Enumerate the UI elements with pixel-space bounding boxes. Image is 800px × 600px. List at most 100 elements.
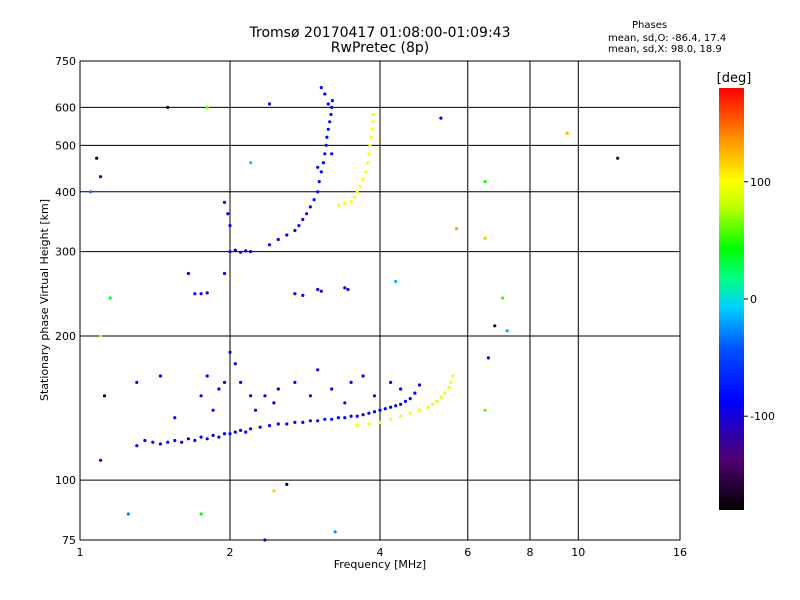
data-point xyxy=(228,432,232,436)
data-point xyxy=(371,120,375,124)
data-point xyxy=(349,414,353,418)
data-point xyxy=(364,170,368,174)
data-point xyxy=(228,250,232,254)
data-point xyxy=(233,248,237,252)
x-tick-label: 4 xyxy=(377,546,384,559)
x-tick-label: 2 xyxy=(227,546,234,559)
data-point xyxy=(317,180,321,184)
data-point xyxy=(355,414,359,418)
data-point xyxy=(244,430,248,434)
data-point xyxy=(370,127,374,131)
data-point xyxy=(394,279,398,283)
data-point xyxy=(435,399,439,403)
phases-o-mode-stats: mean, sd,O: -86.4, 17.4 xyxy=(608,33,727,44)
data-point xyxy=(267,102,272,106)
x-tick-label: 8 xyxy=(527,546,534,559)
data-point xyxy=(199,435,203,439)
data-point xyxy=(308,205,312,209)
data-point xyxy=(205,105,209,109)
data-point xyxy=(305,212,309,216)
data-point xyxy=(205,291,209,295)
data-point xyxy=(449,380,453,384)
data-point xyxy=(565,131,569,135)
y-tick-label: 600 xyxy=(55,101,76,114)
data-point xyxy=(143,438,147,443)
phases-title: Phases xyxy=(632,20,668,31)
data-point xyxy=(228,350,232,354)
data-point xyxy=(267,243,272,247)
chart-title: Tromsø 20170417 01:08:00-01:09:43 xyxy=(249,25,511,41)
data-point xyxy=(316,368,320,372)
data-point xyxy=(343,416,347,420)
data-point xyxy=(349,380,353,384)
data-point xyxy=(263,538,267,542)
data-point xyxy=(408,397,412,401)
data-point xyxy=(616,156,620,160)
data-point xyxy=(330,99,334,103)
data-point xyxy=(166,440,170,444)
data-point xyxy=(293,380,297,384)
data-point xyxy=(372,394,377,398)
data-point xyxy=(102,394,107,398)
y-tick-label: 75 xyxy=(62,534,76,547)
data-point xyxy=(355,424,359,428)
data-point xyxy=(501,296,505,300)
data-point xyxy=(368,143,372,147)
data-point xyxy=(99,334,103,338)
data-point xyxy=(323,417,327,421)
data-point xyxy=(319,170,323,174)
y-tick-label: 200 xyxy=(55,330,76,343)
data-point xyxy=(343,401,347,405)
data-point xyxy=(135,444,139,448)
data-point xyxy=(319,86,323,90)
data-point xyxy=(193,438,197,443)
data-point xyxy=(166,105,170,109)
data-point xyxy=(205,437,209,441)
data-point xyxy=(455,227,459,231)
data-point xyxy=(403,399,408,403)
data-point xyxy=(253,408,258,412)
data-point xyxy=(389,380,393,384)
data-point xyxy=(285,422,289,426)
data-point xyxy=(258,425,262,429)
data-point xyxy=(505,329,509,333)
data-point xyxy=(325,135,329,139)
data-point xyxy=(369,135,373,139)
data-point xyxy=(263,394,267,398)
phases-x-mode-stats: mean, sd,X: 98.0, 18.9 xyxy=(608,44,722,55)
data-point xyxy=(399,402,403,406)
data-point xyxy=(483,180,487,184)
data-point xyxy=(301,420,305,424)
data-point xyxy=(158,374,162,378)
data-point xyxy=(431,402,435,406)
x-tick-label: 16 xyxy=(673,546,687,559)
data-point xyxy=(383,407,387,411)
data-point xyxy=(343,286,347,290)
data-point xyxy=(389,405,393,409)
x-axis-label: Frequency [MHz] xyxy=(334,558,426,571)
data-point xyxy=(333,530,337,534)
data-point xyxy=(108,296,112,300)
y-tick-label: 750 xyxy=(55,55,76,68)
data-point xyxy=(244,249,248,253)
data-point xyxy=(451,374,455,378)
data-point xyxy=(319,289,323,293)
data-point xyxy=(417,383,422,387)
data-point xyxy=(308,419,312,423)
data-point xyxy=(361,177,365,181)
y-axis-ticks: 75 100 200 300 400 500 600 750 xyxy=(55,55,76,547)
colorbar-tick-label: 0 xyxy=(750,293,757,306)
data-point xyxy=(329,112,333,117)
data-point xyxy=(249,394,253,398)
data-point xyxy=(330,417,334,421)
colorbar xyxy=(719,88,744,510)
data-point xyxy=(367,422,371,426)
chart-subtitle: RwPretec (8p) xyxy=(330,40,430,56)
data-point xyxy=(199,292,203,296)
data-point xyxy=(326,102,330,106)
data-point xyxy=(186,271,190,276)
data-point xyxy=(297,224,301,228)
data-point xyxy=(408,411,412,415)
grid-lines xyxy=(80,61,680,540)
